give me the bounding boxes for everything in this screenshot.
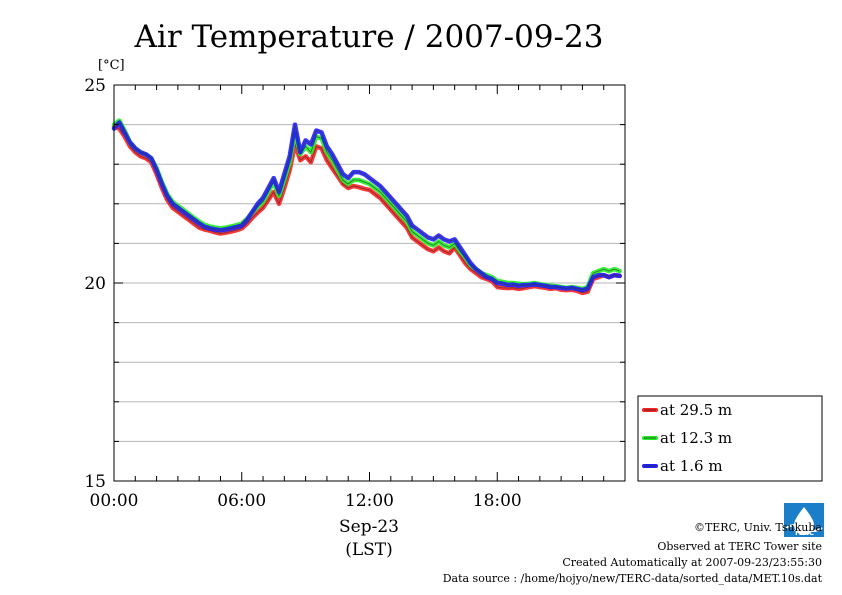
series-line-0 xyxy=(111,124,622,296)
series-core-0 xyxy=(113,126,620,294)
legend-box xyxy=(637,395,823,482)
y-tick-label-15: 15 xyxy=(84,472,106,492)
logo-droplet-icon xyxy=(794,507,814,535)
logo-text: TERC xyxy=(794,529,814,537)
logo-wave-icon xyxy=(785,524,823,532)
series-core-2 xyxy=(113,122,620,291)
footer-created: Created Automatically at 2007-09-23/23:5… xyxy=(562,556,822,569)
x-axis-date-label: Sep-23 xyxy=(339,517,399,537)
series-group xyxy=(111,118,622,296)
y-tick-label-20: 20 xyxy=(84,274,106,294)
x-axis: 00:00 06:00 12:00 18:00 xyxy=(90,85,626,511)
x-tick-label-0: 00:00 xyxy=(90,491,139,511)
y-axis: 15 20 25 xyxy=(84,76,625,492)
series-line-2 xyxy=(111,120,622,293)
y-axis-label: [°C] xyxy=(98,58,125,73)
footer-source: Data source : /home/hojyo/new/TERC-data/… xyxy=(443,572,823,585)
gridlines xyxy=(114,124,625,442)
x-axis-timezone-label: (LST) xyxy=(345,540,393,560)
legend-label-2: at 1.6 m xyxy=(660,457,723,475)
legend-label-1: at 12.3 m xyxy=(660,429,732,447)
footer-observed: Observed at TERC Tower site xyxy=(657,540,822,553)
footer-copyright: ©TERC, Univ. Tsukuba xyxy=(694,521,822,534)
x-tick-label-2: 12:00 xyxy=(345,491,394,511)
legend: at 29.5 m at 12.3 m at 1.6 m xyxy=(637,395,823,482)
series-line-1 xyxy=(111,118,622,292)
terc-logo: TERC xyxy=(784,503,824,537)
y-tick-label-25: 25 xyxy=(84,76,106,96)
legend-label-0: at 29.5 m xyxy=(660,401,732,419)
x-tick-label-1: 06:00 xyxy=(217,491,266,511)
chart-title: Air Temperature / 2007-09-23 xyxy=(134,19,604,55)
x-tick-label-3: 18:00 xyxy=(473,491,522,511)
series-core-1 xyxy=(113,120,620,290)
